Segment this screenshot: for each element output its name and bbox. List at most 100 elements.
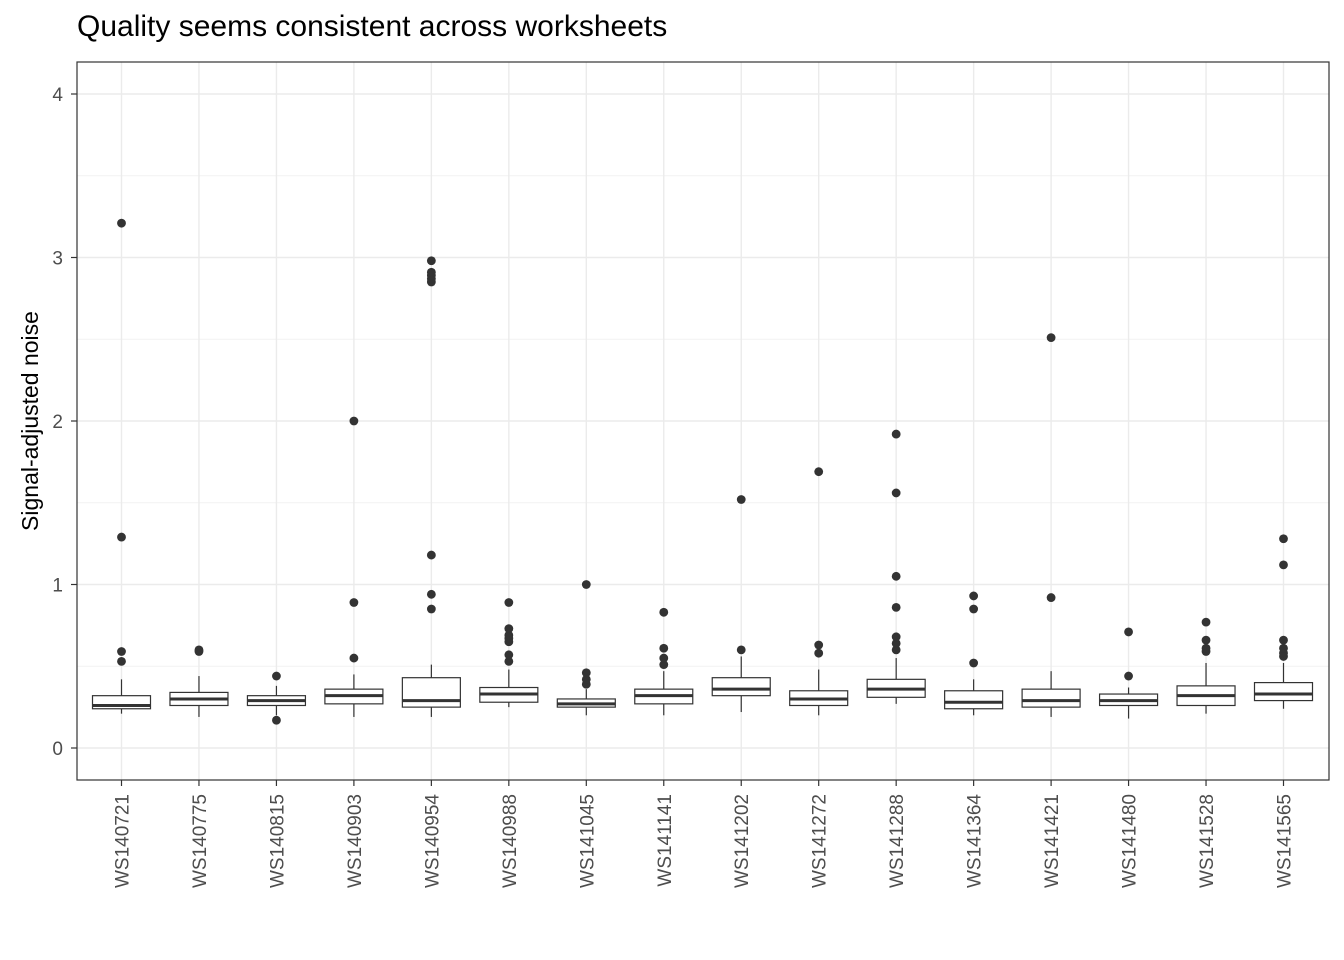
outlier-point — [814, 467, 824, 477]
outlier-point — [1201, 635, 1211, 645]
outlier-point — [117, 218, 126, 228]
outlier-point — [426, 589, 436, 599]
outlier-point — [1279, 643, 1288, 653]
y-axis-label: Signal-adjusted noise — [17, 311, 43, 531]
x-tick-label: WS140721 — [113, 794, 134, 888]
box-group — [91, 218, 152, 714]
outlier-point — [504, 650, 514, 660]
box-group — [866, 429, 926, 704]
outlier-point — [1124, 671, 1133, 681]
x-tick-label: WS140815 — [267, 794, 288, 888]
box-group — [479, 598, 539, 708]
x-tick-label: WS141141 — [655, 794, 676, 887]
box-group — [169, 645, 229, 717]
outlier-point — [1279, 635, 1288, 645]
x-tick-label: WS141364 — [965, 794, 986, 888]
outlier-point — [426, 267, 436, 277]
x-tick-label: WS141421 — [1042, 794, 1063, 888]
outlier-point — [1046, 593, 1056, 602]
box-group — [711, 495, 771, 713]
outlier-point — [891, 632, 901, 642]
x-tick-label: WS140903 — [345, 794, 366, 888]
y-tick-label: 0 — [52, 739, 63, 760]
outlier-point — [426, 256, 436, 266]
outlier-point — [581, 580, 591, 589]
outlier-point — [891, 488, 901, 498]
outlier-point — [349, 653, 359, 663]
box — [1021, 688, 1081, 708]
outlier-point — [659, 660, 669, 670]
outlier-point — [659, 653, 669, 663]
box-group — [944, 591, 1004, 716]
outlier-point — [891, 645, 901, 655]
outlier-point — [1279, 560, 1288, 570]
box-group — [1176, 617, 1236, 714]
outlier-point — [426, 550, 436, 560]
outlier-point — [194, 645, 204, 655]
outlier-point — [581, 674, 591, 684]
outlier-point — [891, 638, 901, 648]
outlier-point — [349, 598, 359, 607]
outlier-point — [659, 607, 669, 617]
x-tick-label: WS141480 — [1120, 794, 1141, 888]
y-tick-label: 3 — [52, 249, 63, 270]
outlier-point — [581, 668, 591, 678]
outlier-point — [969, 604, 979, 614]
x-tick-label: WS140988 — [500, 794, 521, 888]
x-tick-label: WS140775 — [190, 794, 211, 888]
outlier-point — [1124, 627, 1133, 637]
outlier-point — [117, 532, 126, 542]
x-tick-label: WS141202 — [732, 794, 753, 888]
outlier-point — [504, 656, 514, 666]
y-tick-label: 1 — [52, 576, 63, 597]
box-group — [401, 256, 461, 717]
outlier-point — [969, 658, 979, 668]
outlier-point — [891, 429, 901, 439]
box-layer — [91, 218, 1314, 725]
box — [711, 677, 771, 697]
box-group — [634, 607, 694, 716]
outlier-point — [1201, 617, 1211, 627]
outlier-point — [736, 645, 746, 655]
y-tick-label: 2 — [52, 412, 63, 433]
outlier-point — [349, 416, 359, 426]
box — [944, 690, 1004, 710]
y-tick-label: 4 — [52, 85, 63, 106]
outlier-point — [736, 495, 746, 504]
chart-title: Quality seems consistent across workshee… — [77, 10, 668, 43]
box — [401, 677, 461, 708]
outlier-point — [891, 602, 901, 612]
outlier-point — [504, 624, 514, 634]
box-group — [1253, 534, 1314, 709]
outlier-point — [504, 630, 514, 640]
outlier-point — [969, 591, 979, 601]
x-tick-label: WS140954 — [422, 794, 443, 888]
outlier-point — [117, 656, 126, 666]
outlier-point — [659, 643, 669, 653]
x-tick-label: WS141288 — [887, 794, 908, 888]
outlier-point — [117, 647, 126, 656]
box — [1253, 681, 1314, 702]
x-tick-label: WS141272 — [810, 794, 831, 888]
axis-layer: 0 1 2 3 4 WS140721 WS140775 WS140815 WS140903 WS1… — [52, 85, 1295, 888]
x-tick-label: WS141045 — [577, 794, 598, 888]
outlier-point — [814, 640, 824, 650]
outlier-point — [426, 604, 436, 614]
outlier-point — [272, 671, 281, 681]
outlier-point — [1279, 534, 1288, 544]
outlier-point — [891, 571, 901, 581]
outlier-point — [814, 648, 824, 658]
outlier-point — [1201, 643, 1211, 653]
outlier-point — [272, 715, 281, 725]
x-tick-label: WS141528 — [1197, 794, 1218, 888]
box-group — [246, 671, 307, 725]
box-group — [556, 580, 616, 716]
box-group — [1021, 333, 1081, 717]
outlier-point — [1046, 333, 1056, 343]
outlier-point — [504, 598, 514, 607]
x-tick-label: WS141565 — [1275, 794, 1296, 888]
box-group — [324, 416, 384, 717]
box-group — [789, 467, 849, 716]
box-group — [1098, 627, 1159, 719]
